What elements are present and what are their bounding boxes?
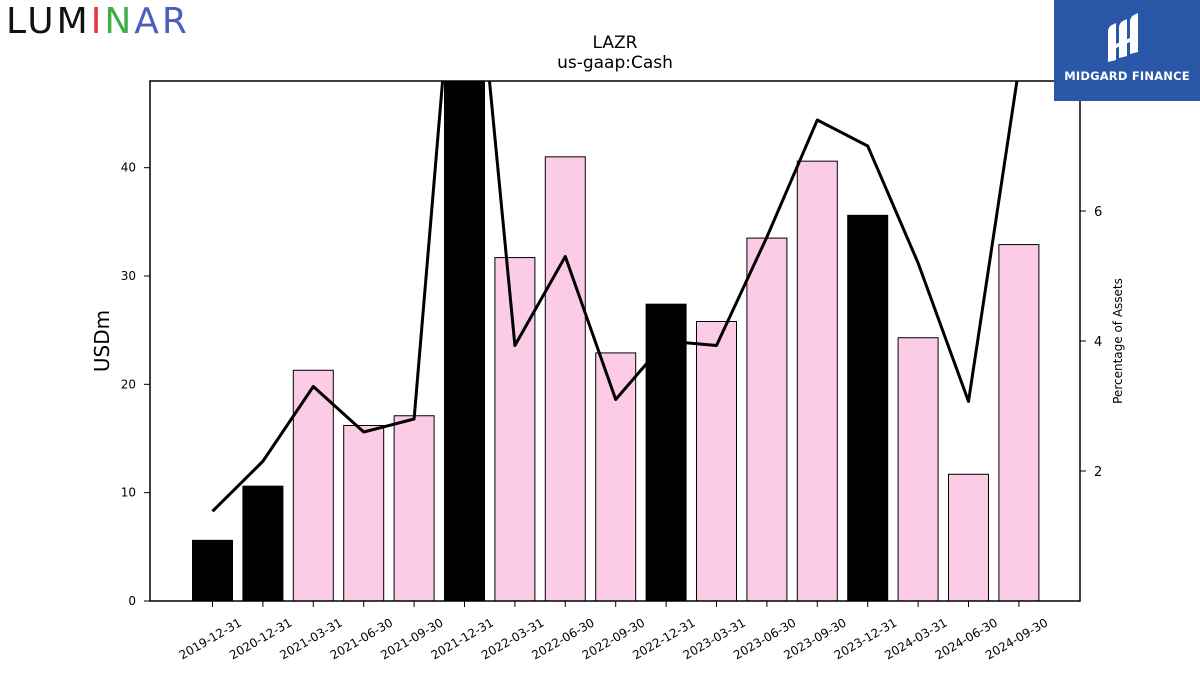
y-tick-label: 30	[121, 269, 136, 283]
bar-2023-06-30	[746, 237, 788, 602]
midgard-finance-label: MIDGARD FINANCE	[1064, 69, 1190, 83]
bar-2024-09-30	[998, 244, 1040, 602]
bar-2022-12-31	[645, 303, 687, 602]
midgard-finance-logo: MIDGARD FINANCE	[1054, 0, 1200, 101]
percentage-line	[211, 81, 1019, 513]
midgard-emblem-icon	[1108, 13, 1138, 62]
bar-2024-03-31	[897, 337, 939, 602]
y-tick-label: 0	[128, 594, 136, 608]
bar-2021-12-31	[444, 80, 485, 602]
bar-2024-06-30	[948, 473, 989, 602]
line-layer	[211, 81, 1019, 513]
y2-axis-label: Percentage of Assets	[1111, 278, 1125, 404]
bar-2022-09-30	[595, 352, 637, 602]
chart-title: LAZR	[593, 33, 638, 53]
bar-2023-12-31	[847, 214, 889, 602]
bar-2023-03-31	[696, 321, 737, 602]
bar-2020-12-31	[242, 485, 284, 602]
bars-layer	[192, 80, 1040, 602]
y2-tick-label: 2	[1094, 465, 1102, 480]
bar-2023-09-30	[796, 160, 838, 602]
y-tick-label: 10	[121, 486, 136, 500]
y2-tick-label: 6	[1094, 205, 1102, 220]
chart-subtitle: us-gaap:Cash	[557, 53, 673, 73]
bar-2022-06-30	[544, 156, 586, 602]
y-axis-label: USDm	[90, 310, 114, 372]
y2-tick-label: 4	[1094, 335, 1102, 350]
bar-2021-06-30	[343, 425, 385, 602]
bar-2022-03-31	[494, 257, 536, 602]
y-tick-label: 20	[121, 377, 136, 391]
bar-2019-12-31	[192, 539, 233, 602]
bar-2021-09-30	[393, 415, 435, 602]
y-tick-label: 40	[121, 161, 136, 175]
luminar-logo: LUMINAR	[6, 1, 190, 42]
